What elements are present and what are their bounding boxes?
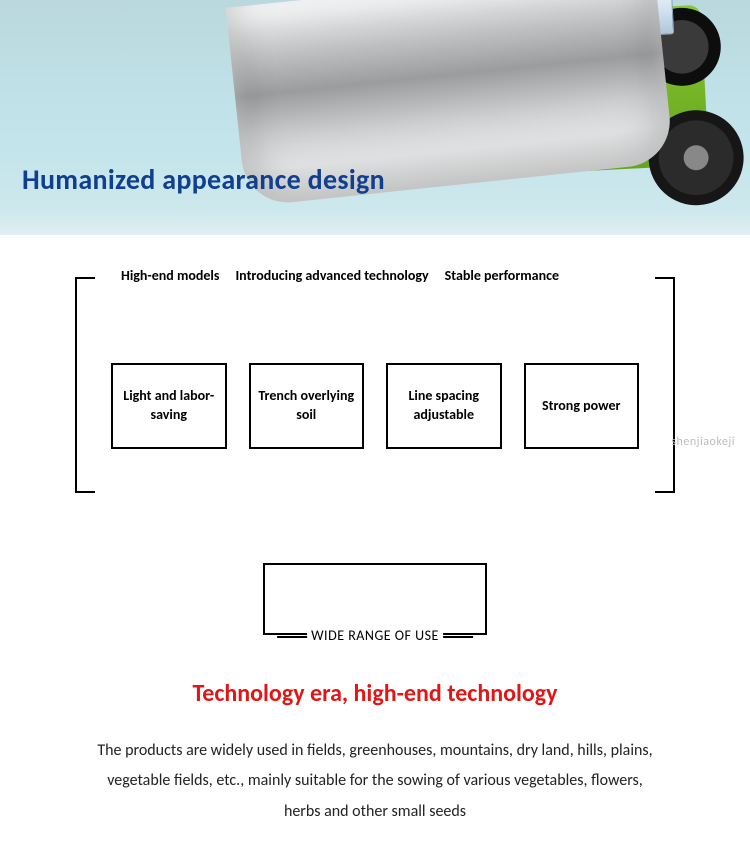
range-box: WIDE RANGE OF USE: [263, 563, 487, 635]
watermark-text: shenjiaokeji: [671, 435, 735, 449]
hero-banner: Humanized appearance design: [0, 0, 750, 235]
description-text: The products are widely used in fields, …: [95, 736, 655, 827]
feature-box: Light and labor-saving: [111, 363, 227, 449]
top-label: Introducing advanced technology: [229, 267, 434, 284]
bracket-left: [75, 277, 95, 493]
features-section: High-end models Introducing advanced tec…: [75, 277, 675, 493]
range-label: WIDE RANGE OF USE: [307, 627, 443, 644]
top-label: Stable performance: [439, 267, 565, 284]
feature-box: Strong power: [524, 363, 640, 449]
feature-boxes-row: Light and labor-saving Trench overlying …: [111, 363, 639, 449]
top-label: High-end models: [115, 267, 225, 284]
feature-box: Trench overlying soil: [249, 363, 365, 449]
feature-box: Line spacing adjustable: [386, 363, 502, 449]
bracket-right: [655, 277, 675, 493]
features-top-labels: High-end models Introducing advanced tec…: [75, 267, 675, 284]
section-heading: Technology era, high-end technology: [0, 679, 750, 708]
banner-title: Humanized appearance design: [22, 162, 385, 197]
